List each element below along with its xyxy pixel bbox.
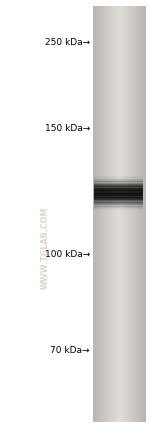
- Bar: [94, 192, 143, 195]
- Bar: [94, 194, 143, 198]
- Bar: [94, 200, 143, 204]
- Bar: [94, 179, 143, 182]
- Bar: [109, 6, 129, 422]
- Bar: [119, 6, 120, 422]
- Bar: [105, 6, 133, 422]
- Bar: [110, 6, 128, 422]
- Bar: [112, 6, 126, 422]
- Bar: [94, 190, 143, 194]
- Bar: [95, 6, 144, 422]
- Bar: [94, 187, 143, 191]
- Bar: [102, 6, 136, 422]
- Bar: [94, 185, 143, 189]
- Bar: [93, 6, 146, 422]
- Bar: [103, 6, 135, 422]
- Bar: [94, 182, 143, 186]
- Bar: [102, 6, 137, 422]
- Bar: [113, 6, 126, 422]
- Bar: [98, 6, 141, 422]
- Bar: [94, 202, 143, 205]
- Bar: [111, 6, 128, 422]
- Bar: [96, 6, 143, 422]
- Bar: [94, 6, 145, 422]
- Bar: [94, 177, 143, 181]
- Bar: [98, 6, 140, 422]
- Bar: [94, 195, 143, 199]
- Text: 100 kDa→: 100 kDa→: [45, 250, 90, 259]
- Bar: [96, 6, 142, 422]
- Bar: [107, 6, 132, 422]
- Bar: [115, 6, 124, 422]
- Bar: [118, 6, 121, 422]
- Bar: [117, 6, 121, 422]
- Bar: [94, 6, 144, 422]
- Bar: [94, 187, 143, 190]
- Text: WWW.TGLAB.COM: WWW.TGLAB.COM: [40, 207, 50, 289]
- Bar: [94, 199, 143, 203]
- Text: 150 kDa→: 150 kDa→: [45, 124, 90, 133]
- Bar: [94, 176, 143, 180]
- Bar: [94, 189, 143, 193]
- Bar: [111, 6, 127, 422]
- Bar: [94, 180, 143, 184]
- Bar: [100, 6, 139, 422]
- Bar: [103, 6, 136, 422]
- Bar: [108, 6, 130, 422]
- Bar: [94, 197, 143, 200]
- Bar: [115, 6, 123, 422]
- Bar: [109, 6, 130, 422]
- Text: 250 kDa→: 250 kDa→: [45, 38, 90, 48]
- Bar: [94, 181, 143, 185]
- Bar: [94, 184, 143, 187]
- Bar: [101, 6, 138, 422]
- Bar: [113, 6, 125, 422]
- Bar: [94, 207, 143, 211]
- Bar: [94, 193, 143, 196]
- Bar: [104, 6, 134, 422]
- Bar: [114, 6, 124, 422]
- Bar: [117, 6, 122, 422]
- Bar: [107, 6, 131, 422]
- Bar: [100, 6, 138, 422]
- Bar: [97, 6, 142, 422]
- Bar: [94, 203, 143, 207]
- Bar: [106, 6, 132, 422]
- Bar: [105, 6, 134, 422]
- Bar: [99, 6, 140, 422]
- Bar: [94, 205, 143, 208]
- Bar: [94, 198, 143, 202]
- Bar: [94, 205, 143, 209]
- Bar: [93, 6, 146, 422]
- Text: 70 kDa→: 70 kDa→: [51, 346, 90, 356]
- Bar: [116, 6, 123, 422]
